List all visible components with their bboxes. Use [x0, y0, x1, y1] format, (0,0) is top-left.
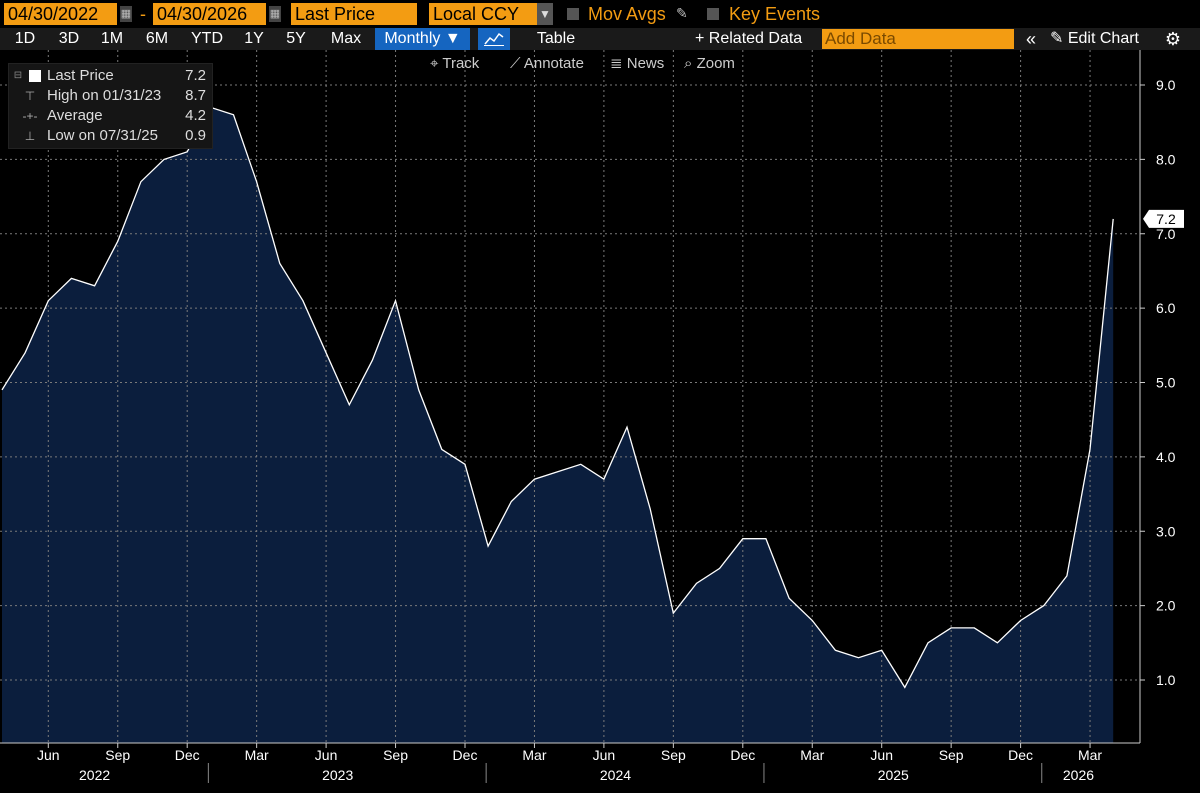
news-label: News: [626, 55, 665, 72]
x-tick-label: Mar: [1078, 747, 1102, 763]
high-marker-icon: ⊤: [24, 89, 36, 103]
legend-average: -+- Average 4.2: [9, 106, 214, 126]
top-toolbar: 04/30/2022 ▦ - 04/30/2026 ▦ Last Price L…: [0, 0, 1200, 28]
date-separator: -: [140, 4, 146, 24]
y-tick-label: 8.0: [1156, 151, 1176, 167]
x-tick-label: Sep: [105, 747, 130, 763]
calendar-icon[interactable]: ▦: [120, 6, 132, 22]
y-tick-label: 4.0: [1156, 449, 1176, 465]
legend-low: ⊥ Low on 07/31/25 0.9: [9, 126, 214, 146]
pencil-icon[interactable]: ✎: [676, 5, 688, 21]
x-tick-label: Sep: [383, 747, 408, 763]
legend-last-label: Last Price: [47, 67, 114, 84]
mov-avgs-label[interactable]: Mov Avgs: [588, 4, 666, 24]
legend-low-value: 0.9: [185, 127, 206, 144]
period-button-1d[interactable]: 1D: [14, 30, 36, 47]
currency-selector[interactable]: Local CCY: [429, 3, 537, 25]
x-tick-label: Jun: [37, 747, 60, 763]
legend-panel: ⊟ Last Price 7.2 ⊤ High on 01/31/23 8.7 …: [8, 63, 213, 149]
annotate-tool[interactable]: ⟋ Annotate: [510, 54, 584, 74]
period-button-ytd[interactable]: YTD: [191, 30, 223, 47]
x-tick-label: Mar: [800, 747, 824, 763]
low-marker-icon: ⊥: [24, 129, 36, 143]
chevron-down-icon[interactable]: ▼: [537, 3, 553, 25]
legend-last: ⊟ Last Price 7.2: [9, 66, 214, 86]
news-icon: ≣: [610, 55, 623, 72]
last-price-tag: [1143, 209, 1184, 228]
zoom-tool[interactable]: ⌕ Zoom: [684, 54, 735, 74]
average-marker-icon: -+-: [22, 109, 38, 123]
series-swatch-icon: [29, 70, 41, 82]
x-tick-label: Jun: [315, 747, 338, 763]
mov-avgs-checkbox[interactable]: [567, 8, 579, 20]
collapse-box-icon[interactable]: ⊟: [13, 70, 23, 81]
period-button-6m[interactable]: 6M: [145, 30, 169, 47]
crosshair-icon: ⌖: [430, 55, 439, 72]
legend-last-value: 7.2: [185, 67, 206, 84]
legend-average-value: 4.2: [185, 107, 206, 124]
legend-high: ⊤ High on 01/31/23 8.7: [9, 86, 214, 106]
y-tick-label: 9.0: [1156, 77, 1176, 93]
edit-chart-button[interactable]: ✎ Edit Chart: [1050, 28, 1139, 50]
x-year-label: 2023: [322, 767, 353, 783]
x-tick-label: Dec: [453, 747, 478, 763]
x-tick-label: Dec: [730, 747, 755, 763]
x-tick-label: Mar: [522, 747, 546, 763]
period-button-3d[interactable]: 3D: [58, 30, 80, 47]
legend-average-label: Average: [47, 107, 103, 124]
x-tick-label: Jun: [870, 747, 893, 763]
y-tick-label: 5.0: [1156, 375, 1176, 391]
track-label: Track: [442, 55, 480, 72]
news-tool[interactable]: ≣ News: [610, 54, 664, 74]
x-tick-label: Dec: [1008, 747, 1033, 763]
price-area: [2, 107, 1114, 744]
period-button-max[interactable]: Max: [330, 30, 362, 47]
period-button-1m[interactable]: 1M: [100, 30, 124, 47]
chart-type-icon[interactable]: [478, 28, 510, 50]
price-line: [1, 106, 1114, 689]
x-year-label: 2024: [600, 767, 631, 783]
y-tick-label: 6.0: [1156, 300, 1176, 316]
table-button[interactable]: Table: [536, 30, 576, 47]
x-tick-label: Mar: [245, 747, 269, 763]
line-icon: ⟋: [510, 55, 521, 72]
period-button-5y[interactable]: 5Y: [286, 30, 306, 47]
key-events-checkbox[interactable]: [707, 8, 719, 20]
key-events-label[interactable]: Key Events: [729, 4, 821, 24]
x-year-label: 2025: [878, 767, 909, 783]
frequency-dropdown[interactable]: Monthly ▼: [375, 28, 470, 50]
field-selector[interactable]: Last Price: [291, 3, 417, 25]
y-tick-label: 1.0: [1156, 672, 1176, 688]
x-year-label: 2026: [1063, 767, 1094, 783]
last-price-tag-label: 7.2: [1156, 211, 1176, 227]
collapse-icon[interactable]: «: [1025, 29, 1036, 49]
zoom-label: Zoom: [696, 55, 735, 72]
price-chart[interactable]: 9.0 8.0 7.0 6.0 5.0 4.0 3.0 2.0 1.0 Jun Sep Dec Mar J…: [0, 50, 1200, 793]
start-date-field[interactable]: 04/30/2022: [4, 3, 117, 25]
legend-high-label: High on 01/31/23: [47, 87, 162, 104]
related-data-button[interactable]: + Related Data: [695, 30, 803, 47]
x-tick-label: Dec: [175, 747, 200, 763]
x-year-label: 2022: [79, 767, 110, 783]
edit-chart-label: Edit Chart: [1067, 30, 1139, 47]
y-tick-label: 7.0: [1156, 226, 1176, 242]
x-tick-label: Sep: [661, 747, 686, 763]
x-tick-label: Jun: [593, 747, 616, 763]
y-tick-label: 2.0: [1156, 598, 1176, 614]
gear-icon[interactable]: ⚙: [1164, 29, 1182, 49]
end-date-field[interactable]: 04/30/2026: [153, 3, 266, 25]
pencil-icon: ✎: [1050, 30, 1064, 47]
track-tool[interactable]: ⌖ Track: [430, 54, 479, 74]
calendar-icon[interactable]: ▦: [269, 6, 281, 22]
add-data-input[interactable]: Add Data: [822, 29, 1014, 49]
period-button-1y[interactable]: 1Y: [244, 30, 264, 47]
legend-high-value: 8.7: [185, 87, 206, 104]
magnifier-icon: ⌕: [684, 55, 693, 72]
y-tick-label: 3.0: [1156, 523, 1176, 539]
legend-low-label: Low on 07/31/25: [47, 127, 158, 144]
annotate-label: Annotate: [523, 55, 584, 72]
period-toolbar: 1D 3D 1M 6M YTD 1Y 5Y Max Monthly ▼ Table + Rel…: [0, 28, 1200, 50]
x-tick-label: Sep: [939, 747, 964, 763]
